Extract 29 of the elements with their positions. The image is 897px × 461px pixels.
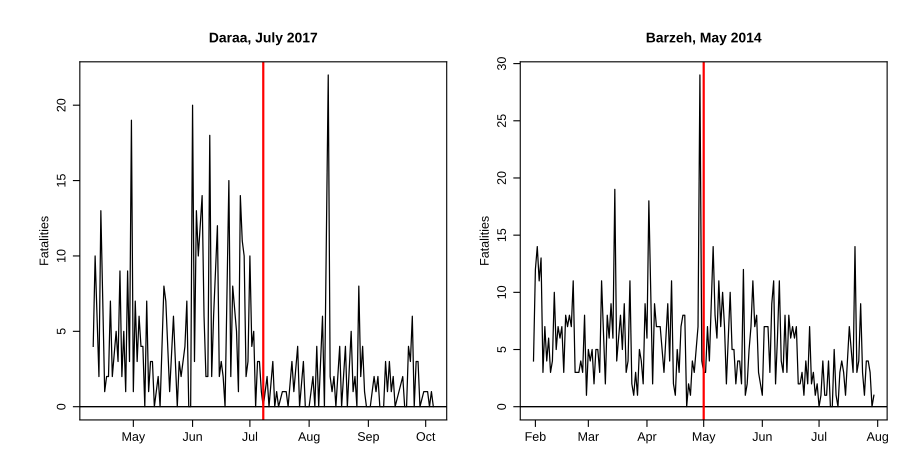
- y-tick-label: 30: [497, 57, 506, 70]
- y-tick-label: 5: [56, 328, 66, 334]
- y-tick-label: 15: [497, 228, 506, 242]
- x-tick-label: Mar: [578, 432, 599, 441]
- x-tick-label: Sep: [358, 432, 379, 444]
- y-tick-label: 0: [56, 404, 66, 410]
- x-tick-label: Oct: [416, 432, 436, 441]
- y-tick-label: 10: [56, 249, 66, 262]
- y-tick-label: 15: [56, 174, 66, 187]
- y-tick-label: 20: [497, 172, 506, 184]
- y-axis-title: Fatalities: [480, 216, 489, 265]
- chart-title: Daraa, July 2017: [210, 32, 318, 46]
- y-tick-label: 25: [497, 114, 506, 128]
- y-tick-label: 20: [56, 98, 66, 112]
- y-tick-label: 10: [497, 286, 506, 298]
- x-tick-label: Aug: [866, 432, 888, 444]
- x-tick-label: Jun: [182, 432, 202, 441]
- x-tick-label: Jun: [752, 432, 772, 441]
- x-tick-label: May: [122, 432, 146, 444]
- y-tick-label: 5: [497, 346, 506, 352]
- y-tick-label: 0: [497, 404, 506, 410]
- x-tick-label: Aug: [298, 432, 320, 444]
- x-tick-label: May: [692, 432, 716, 444]
- x-tick-label: Jul: [242, 432, 258, 441]
- chart-title: Barzeh, May 2014: [646, 32, 762, 46]
- x-tick-label: Feb: [526, 432, 546, 441]
- x-tick-label: Jul: [811, 432, 826, 441]
- x-tick-label: Apr: [637, 432, 656, 444]
- y-axis-title: Fatalities: [39, 216, 48, 265]
